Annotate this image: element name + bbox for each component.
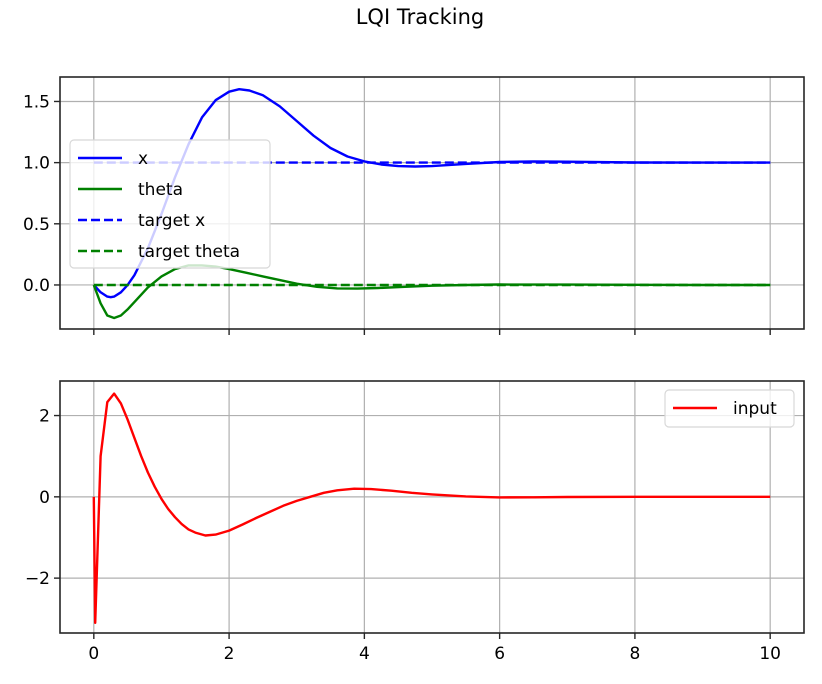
y-tick-label: 0 — [39, 488, 50, 508]
legend-label: target x — [138, 211, 205, 231]
legend-box — [664, 389, 795, 428]
tick-marks: 0.0 0.5 1.0 1.5 — [23, 92, 771, 335]
x-tick-label: 4 — [359, 644, 370, 664]
x-tick-label: 6 — [494, 644, 505, 664]
bottom-axes-input: 0 2 4 6 8 10 −2 0 2 input — [25, 380, 805, 664]
tick-marks: 0 2 4 6 8 10 −2 0 2 — [25, 407, 781, 664]
y-tick-label: 1.5 — [23, 92, 50, 112]
series-input — [92, 392, 771, 624]
x-tick-label: 2 — [224, 644, 235, 664]
figure-title: LQI Tracking — [356, 5, 485, 29]
legend: input — [664, 389, 795, 428]
y-tick-label: 1.0 — [23, 154, 50, 174]
x-tick-label: 10 — [759, 644, 781, 664]
data-lines — [92, 392, 771, 624]
y-tick-label: 0.0 — [23, 276, 50, 296]
legend-label: target theta — [138, 242, 240, 262]
y-tick-label: −2 — [25, 569, 50, 589]
legend: x theta target x target theta — [69, 139, 271, 269]
legend-label: x — [138, 149, 148, 169]
top-axes-states: 0.0 0.5 1.0 1.5 x theta target x target theta — [23, 76, 805, 335]
x-tick-label: 0 — [88, 644, 99, 664]
legend-box — [69, 139, 271, 269]
y-tick-label: 0.5 — [23, 215, 50, 235]
x-tick-label: 8 — [629, 644, 640, 664]
legend-label: input — [733, 399, 777, 419]
axes-frame — [59, 76, 805, 330]
y-tick-label: 2 — [39, 407, 50, 427]
axes-frame — [59, 380, 805, 634]
legend-label: theta — [138, 180, 183, 200]
series-theta — [92, 264, 771, 320]
